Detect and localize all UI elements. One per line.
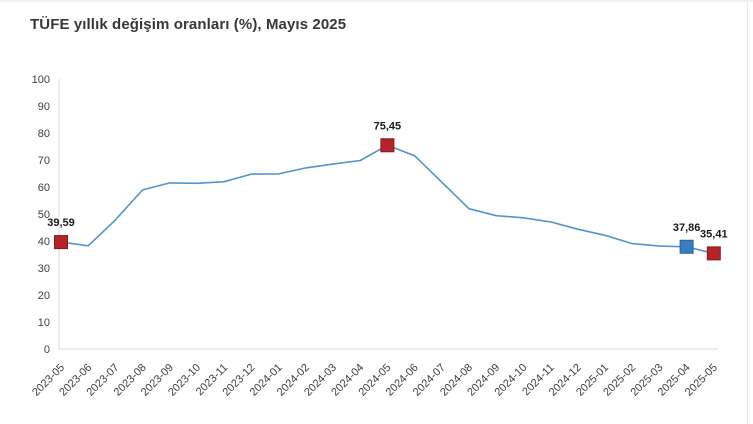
y-tick-label: 100 bbox=[32, 74, 50, 86]
marker-2023-05 bbox=[54, 235, 68, 250]
y-tick-label: 10 bbox=[38, 317, 50, 329]
y-tick-label: 50 bbox=[38, 209, 50, 221]
data-label-2023-05: 39,59 bbox=[47, 217, 75, 229]
y-tick-label: 0 bbox=[44, 344, 50, 356]
y-tick-label: 60 bbox=[38, 182, 50, 194]
marker-2024-05 bbox=[380, 138, 395, 153]
data-label-2025-04: 37,86 bbox=[673, 222, 701, 234]
marker-2025-04 bbox=[679, 239, 694, 254]
marker-2025-05 bbox=[706, 246, 721, 261]
y-tick-label: 40 bbox=[38, 236, 50, 248]
y-tick-label: 20 bbox=[38, 290, 50, 302]
y-tick-label: 80 bbox=[38, 128, 50, 140]
y-tick-label: 70 bbox=[38, 155, 50, 167]
page-edge-line bbox=[747, 2, 748, 424]
trend-line bbox=[60, 144, 714, 255]
y-tick-label: 30 bbox=[38, 263, 50, 275]
data-label-2024-05: 75,45 bbox=[374, 120, 402, 132]
chart-title: TÜFE yıllık değişim oranları (%), Mayıs … bbox=[30, 16, 347, 33]
data-label-2025-05: 35,41 bbox=[700, 228, 728, 240]
y-tick-label: 90 bbox=[38, 101, 50, 113]
